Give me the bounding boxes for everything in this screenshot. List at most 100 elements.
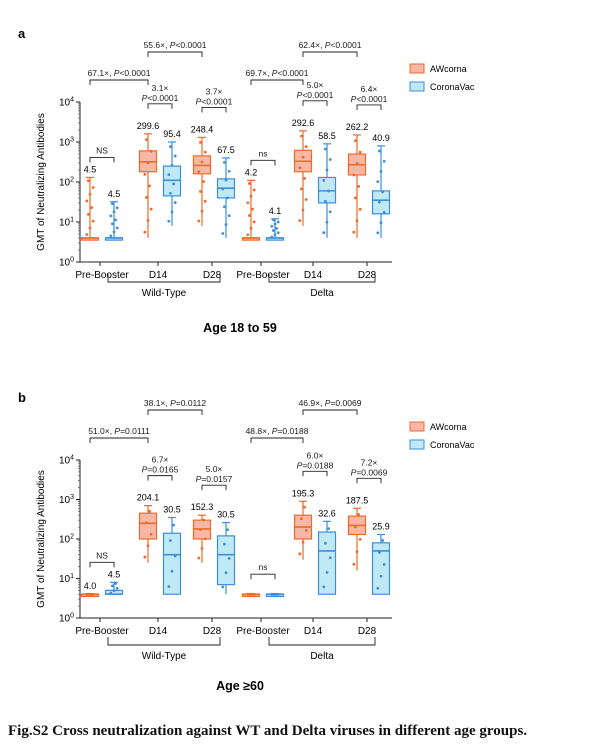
data-point bbox=[221, 232, 225, 235]
data-point bbox=[221, 585, 225, 589]
gmt-label: 95.4 bbox=[163, 129, 181, 139]
data-point bbox=[109, 214, 113, 218]
box-coronavac bbox=[371, 145, 391, 238]
data-point bbox=[173, 554, 177, 558]
box-coronavac bbox=[104, 201, 124, 241]
comparison-label: 62.4×, P<0.0001 bbox=[299, 40, 362, 50]
box-awcorna bbox=[347, 134, 367, 238]
legend-label: AWcorna bbox=[430, 64, 467, 74]
comparison-label: 69.7×, P<0.0001 bbox=[246, 68, 309, 78]
chart-panel-a: a 100 101 102 103 104 GMT of Neutralizing Anti… bbox=[18, 26, 475, 335]
data-point bbox=[109, 591, 113, 595]
box-coronavac bbox=[317, 143, 337, 238]
data-point bbox=[146, 161, 150, 165]
data-point bbox=[85, 199, 89, 203]
box-awcorna bbox=[241, 592, 261, 598]
box-coronavac bbox=[162, 516, 182, 595]
gmt-label: 299.6 bbox=[137, 121, 160, 131]
gmt-label: 4.1 bbox=[269, 206, 282, 216]
comparison-bracket bbox=[302, 409, 358, 415]
data-point bbox=[114, 218, 117, 222]
comparison: 5.0×P<0.0001 bbox=[297, 80, 334, 106]
data-point bbox=[197, 170, 201, 174]
data-point bbox=[226, 528, 230, 532]
data-point bbox=[148, 184, 152, 188]
comparison-fold: 5.0× bbox=[307, 80, 324, 90]
data-point bbox=[172, 182, 176, 186]
data-point bbox=[249, 194, 253, 198]
y-axis-label: GMT of Neutralizing Antibodies bbox=[36, 470, 47, 608]
box-rect bbox=[162, 532, 182, 595]
comparison: 6.7×P=0.0165 bbox=[142, 455, 179, 481]
comparison-bracket bbox=[147, 51, 203, 57]
data-point bbox=[273, 222, 277, 226]
x-tick-label: D14 bbox=[304, 270, 323, 281]
group-label: Delta bbox=[310, 651, 334, 662]
data-point bbox=[203, 150, 207, 154]
comparison-bracket bbox=[302, 470, 328, 477]
data-point bbox=[352, 230, 356, 234]
data-point bbox=[199, 190, 202, 193]
gmt-label: 30.5 bbox=[163, 505, 181, 515]
comparison-label: 55.6×, P<0.0001 bbox=[144, 40, 207, 50]
comparison-label: 51.0×, P=0.0111 bbox=[88, 426, 150, 436]
comparison-bracket bbox=[250, 79, 304, 85]
data-point bbox=[358, 207, 362, 211]
comparison-fold: 3.1× bbox=[152, 83, 169, 93]
data-point bbox=[325, 168, 329, 172]
panel-letter: b bbox=[18, 390, 26, 405]
data-point bbox=[357, 513, 360, 516]
data-point bbox=[381, 539, 384, 542]
data-point bbox=[91, 219, 95, 223]
comparison: 48.8×, P=0.0188 bbox=[246, 426, 309, 443]
comparison: NS bbox=[89, 145, 115, 163]
group-label: Wild-Type bbox=[142, 651, 187, 662]
gmt-label: 292.6 bbox=[292, 118, 315, 128]
comparison-fold: 5.0× bbox=[206, 464, 223, 474]
data-point bbox=[87, 592, 90, 596]
legend-swatch bbox=[409, 81, 425, 92]
data-point bbox=[358, 537, 362, 541]
data-point bbox=[300, 134, 303, 138]
data-point bbox=[324, 541, 327, 545]
x-tick-label: Pre-Booster bbox=[75, 270, 129, 281]
box-awcorna bbox=[293, 500, 313, 560]
data-point bbox=[327, 189, 330, 193]
comparison-fold: 3.7× bbox=[206, 86, 223, 96]
x-tick-label: D28 bbox=[203, 270, 222, 281]
data-point bbox=[90, 206, 93, 210]
box-rect bbox=[317, 531, 337, 595]
data-point bbox=[252, 188, 256, 192]
comparison-bracket bbox=[250, 437, 304, 443]
data-point bbox=[170, 163, 174, 167]
box-coronavac bbox=[317, 520, 337, 595]
data-point bbox=[352, 562, 356, 566]
data-point bbox=[199, 528, 202, 531]
data-point bbox=[301, 208, 305, 212]
figure-caption: Fig.S2 Cross neutralization against WT a… bbox=[8, 723, 528, 739]
y-tick-label: 103 bbox=[59, 494, 74, 506]
gmt-label: 195.3 bbox=[292, 488, 315, 498]
data-point bbox=[203, 537, 207, 541]
data-point bbox=[173, 201, 177, 204]
comparison-label: NS bbox=[96, 145, 108, 155]
data-point bbox=[200, 160, 204, 164]
data-point bbox=[226, 196, 230, 200]
data-point bbox=[276, 231, 280, 235]
comparison-label: ns bbox=[259, 562, 268, 572]
comparison: 51.0×, P=0.0111 bbox=[88, 426, 150, 443]
data-point bbox=[143, 555, 147, 559]
comparison-pvalue: P<0.0001 bbox=[196, 96, 233, 106]
data-point bbox=[87, 179, 90, 183]
box-awcorna bbox=[80, 176, 100, 241]
data-point bbox=[115, 586, 119, 590]
data-point bbox=[251, 207, 255, 211]
data-point bbox=[322, 179, 326, 182]
data-point bbox=[270, 224, 274, 228]
y-tick-label: 101 bbox=[59, 573, 74, 585]
data-point bbox=[111, 584, 114, 588]
data-point bbox=[298, 166, 302, 170]
data-point bbox=[354, 139, 357, 143]
data-point bbox=[149, 207, 153, 211]
